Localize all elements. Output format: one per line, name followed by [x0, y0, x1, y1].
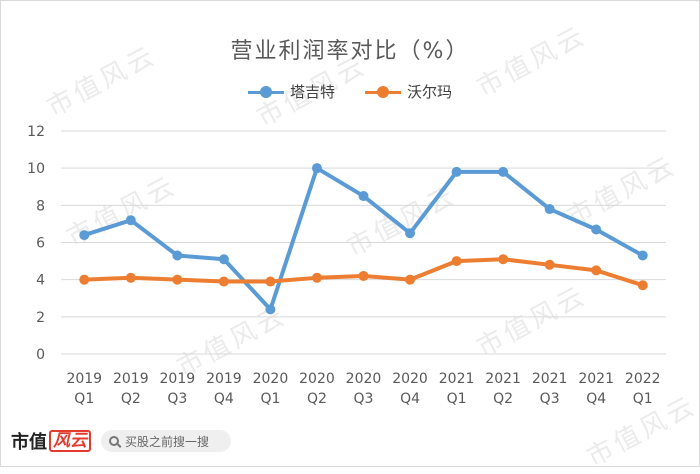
- data-point-0: [591, 224, 602, 235]
- y-tick-label: 2: [36, 310, 45, 326]
- brand-mark: 风云: [49, 430, 91, 452]
- x-tick-label-quarter: Q3: [540, 391, 560, 407]
- chart-title: 营业利润率对比（%）: [230, 39, 470, 64]
- footer: 市值 风云 买股之前搜一搜: [11, 428, 231, 454]
- x-tick-label-year: 2021: [532, 371, 568, 387]
- data-point-0: [218, 254, 229, 265]
- y-tick-label: 0: [36, 347, 45, 363]
- data-point-1: [311, 272, 322, 283]
- data-point-0: [405, 228, 416, 239]
- legend-swatch-target: [247, 85, 284, 99]
- x-tick-label-year: 2019: [160, 371, 196, 387]
- data-point-1: [218, 276, 229, 287]
- y-tick-label: 4: [36, 273, 45, 289]
- x-tick-label-year: 2021: [485, 371, 521, 387]
- x-tick-label-year: 2020: [253, 371, 289, 387]
- x-tick-label-quarter: Q1: [633, 391, 653, 407]
- x-tick-label-year: 2020: [392, 371, 428, 387]
- data-point-0: [79, 230, 90, 241]
- x-tick-label-quarter: Q3: [167, 391, 187, 407]
- data-point-1: [125, 272, 136, 283]
- search-icon: [109, 436, 119, 446]
- x-tick-label-year: 2019: [66, 371, 102, 387]
- data-point-0: [544, 204, 555, 215]
- data-point-0: [265, 304, 276, 315]
- x-tick-label-year: 2021: [439, 371, 475, 387]
- data-point-0: [451, 166, 462, 177]
- x-tick-label-quarter: Q2: [493, 391, 513, 407]
- data-point-1: [265, 276, 276, 287]
- data-point-1: [358, 270, 369, 281]
- x-tick-label-quarter: Q3: [354, 391, 374, 407]
- legend-item-walmart: 沃尔玛: [365, 81, 452, 102]
- legend-swatch-walmart: [365, 85, 401, 99]
- data-point-0: [498, 166, 509, 177]
- data-point-1: [405, 274, 416, 285]
- series-line-0: [82, 166, 645, 312]
- data-point-0: [358, 191, 369, 202]
- data-point-1: [451, 256, 462, 267]
- y-tick-label: 12: [27, 124, 45, 140]
- data-point-0: [637, 250, 648, 261]
- data-point-1: [79, 274, 90, 285]
- x-tick-label-year: 2021: [578, 371, 614, 387]
- x-tick-label-quarter: Q4: [214, 391, 234, 407]
- search-placeholder: 买股之前搜一搜: [125, 434, 210, 449]
- brand-logo: 市值 风云: [11, 428, 91, 454]
- data-point-1: [591, 265, 602, 276]
- x-tick-label-year: 2020: [346, 371, 382, 387]
- x-tick-label-quarter: Q4: [400, 391, 420, 407]
- data-point-0: [125, 215, 136, 226]
- y-tick-label: 10: [27, 161, 45, 177]
- legend-item-target: 塔吉特: [247, 81, 335, 102]
- x-tick-label-quarter: Q1: [74, 391, 94, 407]
- legend-label-target: 塔吉特: [289, 83, 335, 101]
- y-tick-label: 8: [36, 198, 45, 214]
- x-tick-label-quarter: Q1: [447, 391, 467, 407]
- data-point-1: [498, 254, 509, 265]
- legend-label-walmart: 沃尔玛: [407, 83, 453, 101]
- x-tick-label-year: 2022: [625, 371, 661, 387]
- x-tick-label-quarter: Q2: [121, 391, 141, 407]
- search-box[interactable]: 买股之前搜一搜: [101, 430, 231, 452]
- brand-text: 市值: [11, 432, 47, 453]
- data-point-1: [637, 280, 648, 291]
- x-tick-label-year: 2020: [299, 371, 335, 387]
- x-tick-label-year: 2019: [113, 371, 149, 387]
- x-tick-label-year: 2019: [206, 371, 242, 387]
- data-point-0: [311, 163, 322, 174]
- x-tick-label-quarter: Q2: [307, 391, 327, 407]
- chart-legend: 塔吉特 沃尔玛: [1, 81, 699, 102]
- data-point-1: [172, 274, 183, 285]
- data-point-1: [544, 259, 555, 270]
- data-point-0: [172, 250, 183, 261]
- y-tick-label: 6: [36, 236, 45, 252]
- x-tick-label-quarter: Q1: [260, 391, 280, 407]
- x-tick-label-quarter: Q4: [586, 391, 606, 407]
